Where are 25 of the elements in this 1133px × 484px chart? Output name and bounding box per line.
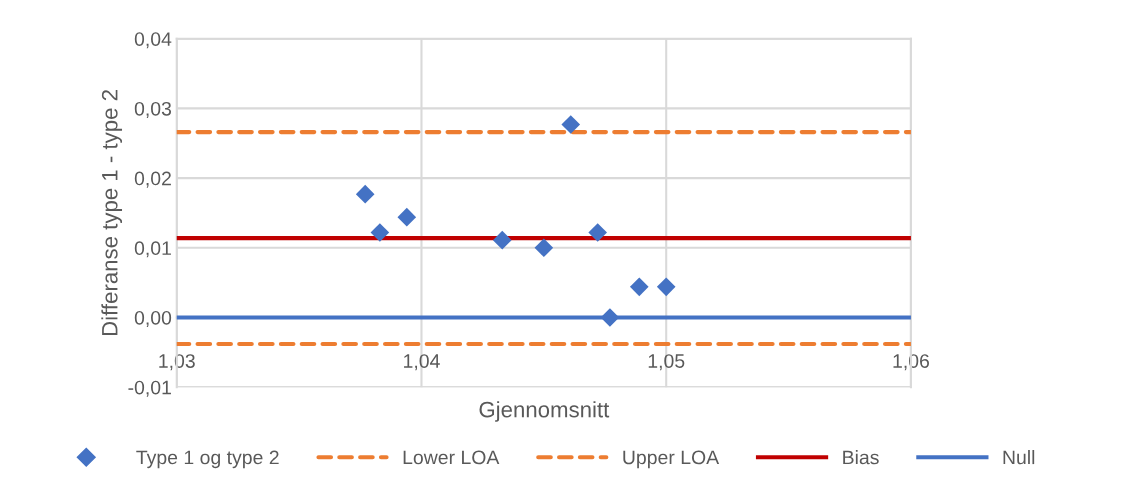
legend-label: Upper LOA (623, 450, 720, 469)
y-tick-label: 0,04 (134, 32, 172, 49)
point (397, 207, 417, 227)
point (600, 308, 620, 327)
x-tick-label: 1,05 (648, 354, 685, 371)
legend-label: Null (1003, 450, 1035, 465)
y-tick-label: -0,01 (128, 380, 171, 397)
point (629, 277, 649, 297)
point (588, 223, 607, 242)
x-tick-label: 1,04 (404, 354, 440, 371)
legend-label: Type 1 og type 2 (136, 450, 279, 469)
point (370, 223, 390, 242)
y-tick-label: 0,01 (134, 241, 171, 258)
y-tick-label: 0,00 (134, 310, 172, 328)
y-axis-title: Differanse type 1 - type 2 (101, 90, 123, 336)
point (561, 115, 581, 134)
x-axis-title: Gjennomsnitt (479, 401, 610, 422)
point (492, 230, 512, 250)
point (355, 184, 375, 204)
legend-label: Lower LOA (403, 450, 500, 465)
y-tick-label: 0,03 (134, 101, 172, 118)
y-tick-label: 0,02 (134, 171, 171, 188)
point (534, 238, 554, 258)
legend-label: Bias (843, 450, 879, 465)
point (656, 277, 676, 297)
